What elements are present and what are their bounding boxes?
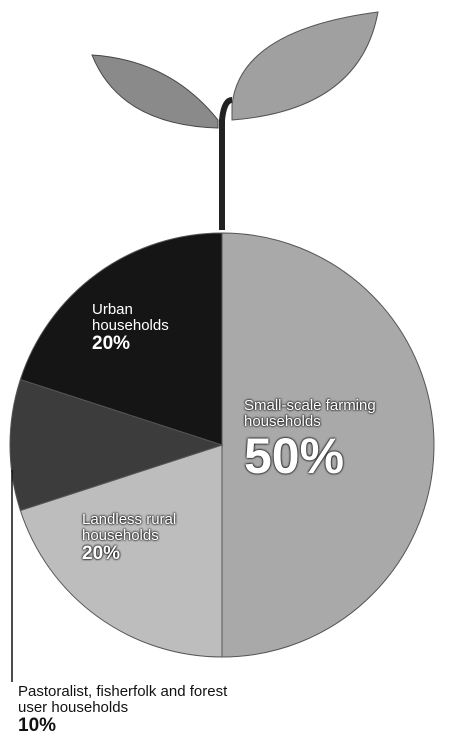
slice-label: Small-scale farming households 50%	[244, 398, 414, 482]
pie-slice	[19, 444, 223, 658]
stem	[219, 97, 233, 230]
pie-slice	[19, 232, 223, 446]
category-label: Pastoralist, fisherfolk and forest user …	[18, 683, 228, 716]
slice-label: Landless rural households 20%	[82, 512, 212, 563]
leaf	[91, 54, 219, 129]
leaf	[231, 11, 379, 121]
pie-slice	[221, 232, 435, 658]
slice-label: Urban households 20%	[92, 302, 212, 353]
slice-label: Pastoralist, fisherfolk and forest user …	[18, 684, 248, 735]
value-label: 10%	[18, 714, 57, 736]
value-label: 20%	[82, 542, 121, 564]
category-label: Urban households	[92, 301, 169, 334]
value-label: 50%	[244, 427, 345, 484]
category-label: Small-scale farming households	[244, 397, 376, 430]
value-label: 20%	[92, 332, 131, 354]
pie-slice	[9, 378, 224, 512]
category-label: Landless rural households	[82, 511, 177, 544]
